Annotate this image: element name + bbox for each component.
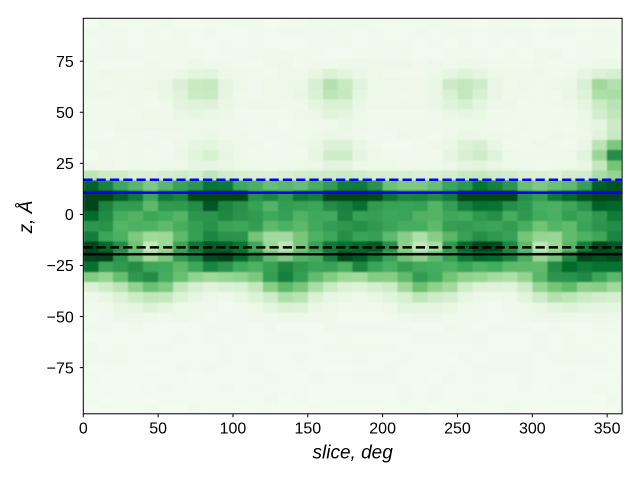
svg-text:−50: −50 — [47, 309, 74, 326]
svg-text:200: 200 — [369, 421, 396, 438]
svg-text:0: 0 — [65, 207, 74, 224]
svg-text:50: 50 — [149, 421, 167, 438]
svg-text:150: 150 — [294, 421, 321, 438]
svg-text:75: 75 — [56, 54, 74, 71]
svg-text:slice, deg: slice, deg — [313, 443, 394, 464]
svg-text:50: 50 — [56, 105, 74, 122]
svg-text:100: 100 — [220, 421, 247, 438]
svg-text:25: 25 — [56, 156, 74, 173]
svg-text:250: 250 — [444, 421, 471, 438]
svg-text:z, Å: z, Å — [16, 201, 37, 235]
svg-text:−25: −25 — [47, 258, 74, 275]
svg-text:0: 0 — [79, 421, 88, 438]
svg-text:350: 350 — [594, 421, 621, 438]
svg-text:300: 300 — [519, 421, 546, 438]
svg-text:−75: −75 — [47, 360, 74, 377]
